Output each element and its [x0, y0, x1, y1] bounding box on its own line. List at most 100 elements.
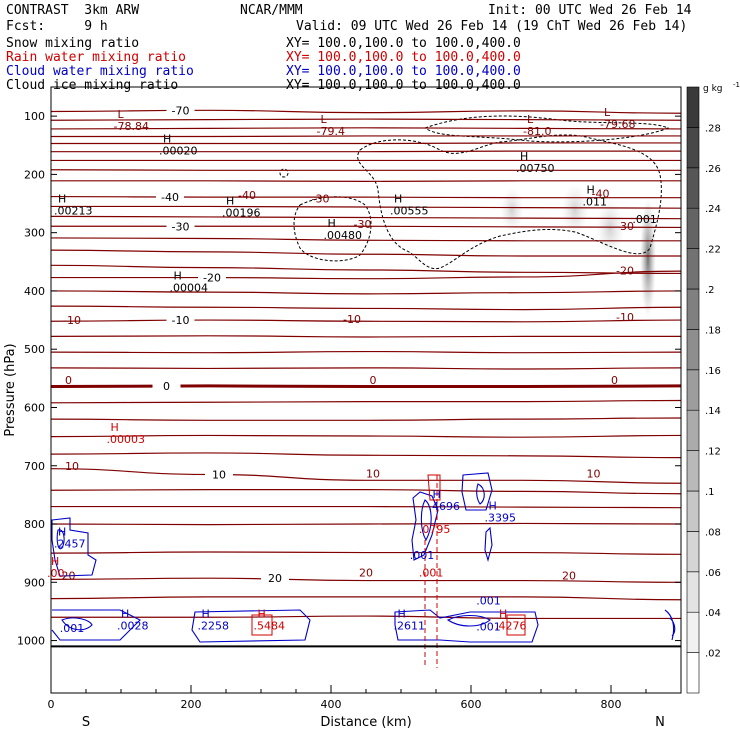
contour-value-label: -40 — [238, 189, 256, 202]
colorbar-tick-label: .26 — [705, 164, 721, 175]
extremum-value: .00 — [47, 567, 65, 580]
extremum-value: .011 — [583, 196, 608, 209]
max-marker: H — [58, 526, 66, 539]
colorbar-tick-label: .12 — [705, 447, 721, 458]
x-tick-label: 800 — [601, 698, 622, 711]
contour-value-label: 0 — [65, 374, 72, 387]
max-marker: H — [226, 195, 234, 208]
y-tick-label: 500 — [24, 343, 45, 356]
contour-value-label: .001 — [632, 213, 657, 226]
extremum-value: .00004 — [170, 281, 209, 294]
cloud-water-contour — [191, 609, 311, 643]
extremum-value: -81.0 — [523, 125, 551, 138]
temperature-contour — [51, 142, 681, 145]
organization-label: NCAR/MMM — [240, 3, 303, 18]
extremum-value: .4696 — [429, 500, 461, 513]
ice-contour — [423, 115, 670, 143]
contour-value-label: .001 — [419, 566, 444, 579]
contour-label-bg — [166, 314, 195, 327]
snow-region — [561, 184, 589, 236]
y-tick-label: 600 — [24, 401, 45, 414]
rain-contours — [251, 474, 526, 668]
field-xy-rain: XY= 100.0,100.0 to 100.0,400.0 — [286, 50, 521, 65]
field-label-cloud-water: Cloud water mixing ratio — [6, 64, 194, 79]
field-xy-snow: XY= 100.0,100.0 to 100.0,400.0 — [286, 36, 521, 51]
contour-label-bg — [166, 104, 195, 117]
max-marker: H — [394, 192, 402, 205]
y-tick-label: 800 — [24, 518, 45, 531]
valid-time: Valid: 09 UTC Wed 26 Feb 14 (19 ChT Wed … — [296, 19, 688, 34]
ice-contour — [279, 168, 289, 178]
cloud-water-contour — [420, 499, 432, 542]
colorbar-swatch — [686, 369, 700, 411]
y-tick-label: 1000 — [17, 635, 45, 648]
y-tick-label: 100 — [24, 110, 45, 123]
cloud-water-contour — [461, 472, 493, 511]
contour-label: -30 — [172, 220, 190, 233]
field-label-cloud-ice: Cloud ice mixing ratio — [6, 78, 179, 93]
colorbar-swatch — [686, 571, 700, 613]
temperature-contour — [51, 127, 681, 130]
extremum-value: .2611 — [394, 619, 426, 632]
extremum-value: .00213 — [54, 204, 93, 217]
contour-value-label: 20 — [562, 569, 576, 582]
min-marker: L — [527, 113, 534, 126]
x-axis-label: Distance (km) — [320, 715, 411, 730]
rain-contour — [506, 614, 526, 636]
extremum-value: .00750 — [516, 162, 555, 175]
cloud-water-contour — [664, 609, 676, 641]
contour-label-bg — [152, 379, 181, 392]
contour-value-label: .001 — [476, 621, 501, 634]
extremum-value: .00003 — [107, 433, 146, 446]
contour-value-label: .001 — [476, 594, 501, 607]
colorbar-swatch — [686, 329, 700, 371]
contour-label-bg — [198, 271, 226, 284]
field-xy-cloud-water: XY= 100.0,100.0 to 100.0,400.0 — [286, 64, 521, 79]
y-tick-label: 300 — [24, 227, 45, 240]
max-marker: H — [111, 421, 119, 434]
colorbar-swatch — [686, 611, 700, 653]
extremum-value: -79.4 — [317, 125, 345, 138]
extremum-value: .00555 — [390, 204, 429, 217]
field-label-rain: Rain water mixing ratio — [6, 50, 187, 65]
temperature-contour — [51, 596, 681, 601]
temperature-contour — [51, 319, 681, 323]
temperature-contour — [51, 249, 681, 257]
colorbar-swatch — [686, 409, 700, 451]
x-tick-label: 600 — [461, 698, 482, 711]
colorbar-swatch — [686, 248, 700, 290]
y-tick-label: 400 — [24, 285, 45, 298]
extremum-value: .4276 — [495, 619, 527, 632]
colorbar-tick-label: .14 — [705, 406, 721, 417]
cloud-water-contours — [51, 472, 676, 643]
max-marker: H — [58, 192, 66, 205]
colorbar-tick-label: .22 — [705, 245, 721, 256]
plot-frame — [50, 86, 682, 694]
contour-value-label: .001 — [410, 549, 435, 562]
temperature-contour — [51, 150, 681, 153]
max-marker: H — [398, 607, 406, 620]
contour-value-label: 20 — [359, 566, 373, 579]
extremum-value: .2258 — [198, 619, 230, 632]
contour-label: 10 — [212, 468, 226, 481]
temperature-contour — [51, 551, 681, 555]
colorbar-tick-label: .16 — [705, 366, 721, 377]
snow-core — [640, 198, 656, 318]
x-tick-label: 200 — [181, 698, 202, 711]
temperature-contour — [51, 225, 681, 229]
contour-value-label: .001 — [60, 622, 85, 635]
max-marker: H — [489, 499, 497, 512]
temperature-contour — [51, 468, 681, 484]
contour-label-bg — [261, 572, 289, 585]
chart-title: CONTRAST 3km ARW — [6, 3, 140, 18]
max-marker: H — [328, 217, 336, 230]
temperature-contour — [51, 577, 681, 583]
field-label-snow: Snow mixing ratio — [6, 36, 140, 51]
extremum-value: .00020 — [159, 144, 198, 157]
y-tick-label: 900 — [24, 576, 45, 589]
temperature-contour — [51, 180, 681, 182]
contour-value-label: 0 — [611, 374, 618, 387]
rain-contour — [251, 614, 273, 636]
temperature-contour — [51, 305, 681, 311]
